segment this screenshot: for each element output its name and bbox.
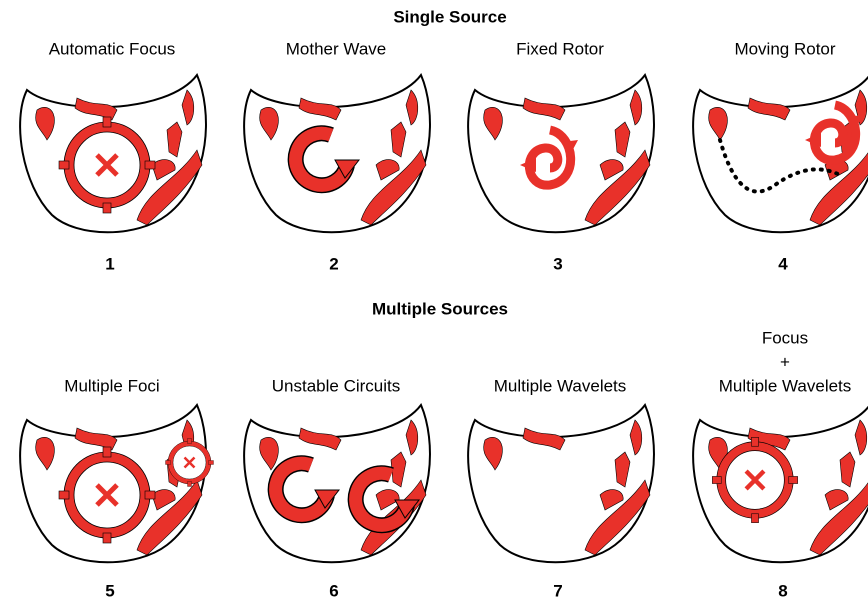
panel-label: Multiple Wavelets — [494, 376, 627, 395]
panel-label: Mother Wave — [286, 39, 386, 58]
panel-label: Focus — [762, 328, 808, 347]
panel-number: 8 — [778, 581, 787, 600]
panel-number: 6 — [329, 581, 338, 600]
panel: Multiple Wavelets 7 — [467, 376, 655, 600]
panel: Fixed Rotor 3 — [467, 39, 655, 273]
panel-label: Multiple Wavelets — [719, 376, 852, 395]
heart-outline — [467, 404, 655, 564]
section-title: Multiple Sources — [372, 299, 508, 318]
panel-number: 4 — [778, 254, 788, 273]
section-title: Single Source — [393, 7, 506, 26]
panel-label: + — [780, 352, 790, 371]
panel: Focus + Multiple Wavelets 8 — [692, 328, 868, 600]
panel-label: Unstable Circuits — [272, 376, 401, 395]
panel-number: 1 — [105, 254, 114, 273]
panel: Moving Rotor 4 — [692, 39, 868, 273]
panel-label: Automatic Focus — [49, 39, 176, 58]
heart-outline — [243, 74, 431, 234]
panel-label: Moving Rotor — [734, 39, 835, 58]
panel: Mother Wave 2 — [243, 39, 431, 273]
panel-label: Multiple Foci — [64, 376, 159, 395]
panel-number: 5 — [105, 581, 114, 600]
panel-number: 2 — [329, 254, 338, 273]
panel-number: 7 — [553, 581, 562, 600]
panel: Unstable Circuits 6 — [243, 376, 431, 600]
panel-label: Fixed Rotor — [516, 39, 604, 58]
rotor-path — [718, 138, 842, 194]
panel: Automatic Focus 1 — [19, 39, 207, 273]
panel-number: 3 — [553, 254, 562, 273]
panel: Multiple Foci 5 — [19, 376, 213, 600]
